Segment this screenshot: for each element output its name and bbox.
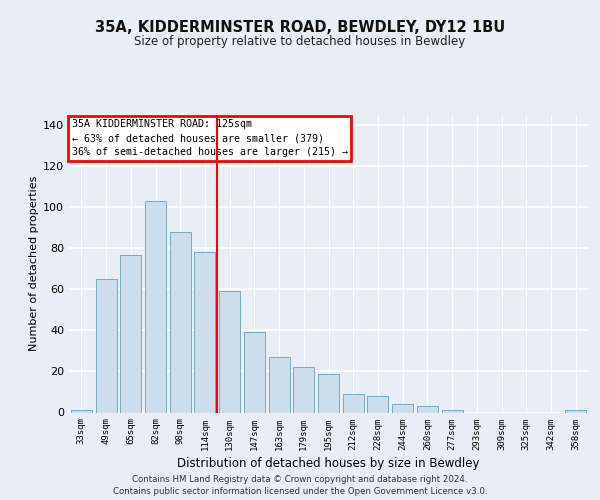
Bar	[442, 410, 463, 412]
Bar	[367, 396, 388, 412]
Bar	[95, 279, 116, 412]
Bar	[293, 368, 314, 412]
Y-axis label: Number of detached properties: Number of detached properties	[29, 176, 39, 352]
Bar	[71, 410, 92, 412]
Bar	[565, 410, 586, 412]
Text: Contains HM Land Registry data © Crown copyright and database right 2024.
Contai: Contains HM Land Registry data © Crown c…	[113, 474, 487, 496]
Bar	[318, 374, 339, 412]
Bar	[120, 254, 141, 412]
Bar	[417, 406, 438, 412]
Bar	[343, 394, 364, 412]
Bar	[170, 232, 191, 412]
Bar	[392, 404, 413, 412]
Bar	[219, 292, 240, 412]
Bar	[194, 252, 215, 412]
Bar	[269, 357, 290, 412]
Text: 35A, KIDDERMINSTER ROAD, BEWDLEY, DY12 1BU: 35A, KIDDERMINSTER ROAD, BEWDLEY, DY12 1…	[95, 20, 505, 35]
X-axis label: Distribution of detached houses by size in Bewdley: Distribution of detached houses by size …	[177, 456, 480, 469]
Bar	[145, 201, 166, 412]
Text: Size of property relative to detached houses in Bewdley: Size of property relative to detached ho…	[134, 34, 466, 48]
Bar	[244, 332, 265, 412]
Text: 35A KIDDERMINSTER ROAD: 125sqm
← 63% of detached houses are smaller (379)
36% of: 35A KIDDERMINSTER ROAD: 125sqm ← 63% of …	[71, 120, 347, 158]
